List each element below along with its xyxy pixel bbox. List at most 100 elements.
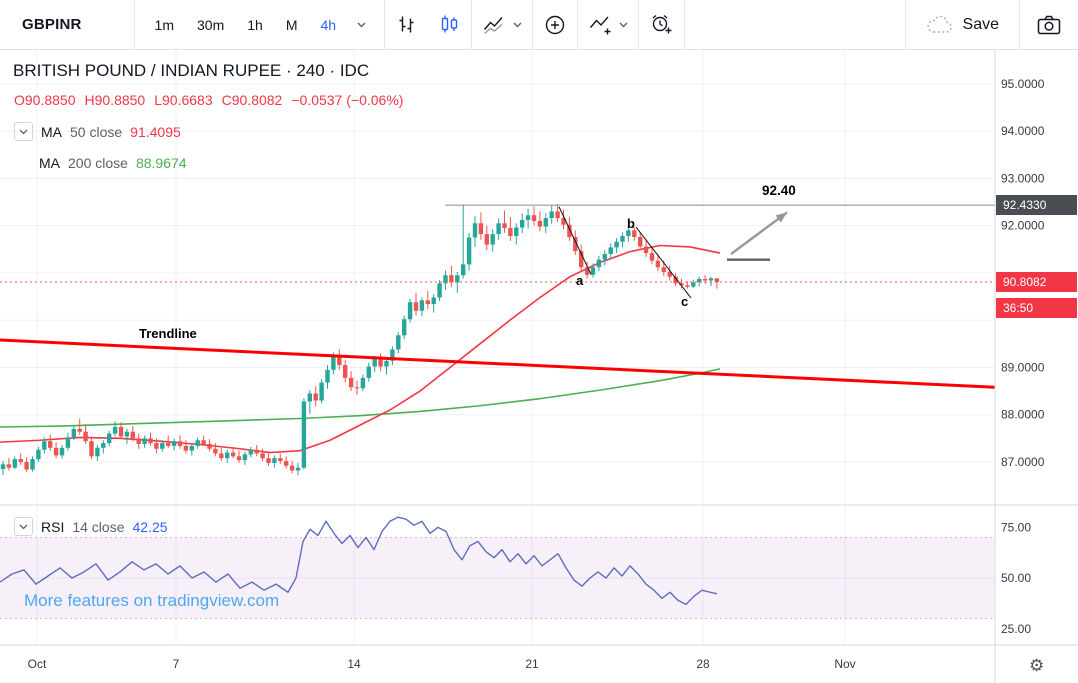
countdown-badge: 36:50 bbox=[996, 298, 1077, 318]
wave-c-label[interactable]: c bbox=[681, 294, 689, 309]
price-axis-label: 93.0000 bbox=[1001, 171, 1045, 185]
save-label: Save bbox=[962, 15, 999, 33]
interval-dropdown-chevron[interactable] bbox=[351, 18, 372, 32]
toolbar-separator bbox=[684, 0, 686, 49]
candles-icon bbox=[441, 15, 458, 33]
ma50-legend-row: MA 50 close 91.4095 bbox=[14, 122, 181, 141]
cloud-icon bbox=[927, 15, 952, 33]
interval-30m[interactable]: 30m bbox=[197, 16, 225, 33]
tradingview-link[interactable]: More features on tradingview.com bbox=[24, 591, 280, 610]
price-chart-svg[interactable]: 95.0000 94.0000 93.0000 92.0000 89.0000 88.00… bbox=[0, 50, 1078, 683]
ma50-value: 91.4095 bbox=[130, 123, 181, 140]
toolbar-separator bbox=[904, 0, 906, 49]
arrow-drawing[interactable] bbox=[730, 211, 788, 255]
chevron-down-icon bbox=[619, 22, 628, 27]
chart-area[interactable]: 95.0000 94.0000 93.0000 92.0000 89.0000 88.00… bbox=[0, 50, 1078, 683]
ma50-line[interactable] bbox=[0, 244, 721, 454]
close-value: C90.8082 bbox=[221, 92, 283, 108]
rsi-legend-row: RSI 14 close 42.25 bbox=[14, 517, 168, 536]
ma200-legend-row: MA 200 close 88.9674 bbox=[39, 155, 187, 171]
wave-line-1[interactable] bbox=[558, 206, 592, 275]
interval-4h[interactable]: 4h bbox=[320, 16, 337, 33]
arrow-head bbox=[775, 212, 787, 223]
wave-line-2[interactable] bbox=[635, 226, 692, 299]
ma200-params: 200 close bbox=[68, 155, 128, 171]
low-value: L90.6683 bbox=[154, 92, 213, 108]
last-price-badge: 90.8082 bbox=[996, 272, 1077, 292]
compare-button[interactable] bbox=[533, 0, 577, 50]
time-axis-label: 7 bbox=[173, 657, 180, 671]
indicator-collapse-button[interactable] bbox=[14, 122, 33, 141]
ma200-value: 88.9674 bbox=[135, 155, 187, 171]
line-price-badge: 92.4330 bbox=[996, 195, 1077, 215]
area-chart-icon bbox=[484, 17, 503, 35]
trendline-drawing[interactable] bbox=[0, 338, 996, 389]
price-axis-label: 94.0000 bbox=[1001, 124, 1045, 138]
interval-1h[interactable]: 1h bbox=[247, 16, 263, 33]
chevron-down-icon bbox=[357, 22, 366, 27]
top-toolbar: GBPINR 1m 30m 1h M 4h bbox=[0, 0, 1078, 50]
time-axis-label: Nov bbox=[834, 657, 855, 671]
time-axis-label: Oct bbox=[28, 657, 47, 671]
chevron-down-icon bbox=[19, 129, 28, 134]
target-price-label[interactable]: 92.40 bbox=[762, 183, 796, 198]
change-value: −0.0537 (−0.06%) bbox=[291, 92, 404, 108]
toolbar-separator bbox=[577, 0, 579, 49]
rsi-band bbox=[0, 537, 995, 619]
toolbar-separator bbox=[1019, 0, 1020, 49]
open-value: O90.8850 bbox=[14, 92, 76, 108]
candles-layer bbox=[0, 203, 720, 476]
bars-icon bbox=[399, 16, 414, 33]
circle-plus-icon bbox=[545, 15, 565, 34]
price-axis-label: 92.0000 bbox=[1001, 219, 1045, 233]
rsi-params: 14 close bbox=[72, 518, 125, 535]
ohlc-row: O90.8850 H90.8850 L90.6683 C90.8082 −0.0… bbox=[14, 92, 403, 108]
price-axis-label: 87.0000 bbox=[1001, 455, 1045, 469]
toolbar-separator bbox=[638, 0, 640, 49]
save-button[interactable]: Save bbox=[906, 14, 1019, 35]
rsi-axis-label: 75.00 bbox=[1001, 520, 1031, 534]
price-axis-label: 88.0000 bbox=[1001, 408, 1045, 422]
trendline-label[interactable]: Trendline bbox=[139, 326, 197, 341]
rsi-value: 42.25 bbox=[132, 518, 168, 535]
alert-button[interactable] bbox=[639, 0, 684, 50]
line-tools-button[interactable] bbox=[578, 0, 638, 50]
rsi-name: RSI bbox=[41, 518, 65, 535]
toolbar-separator bbox=[133, 0, 135, 49]
chart-style-button[interactable] bbox=[472, 0, 532, 50]
zigzag-plus-icon bbox=[590, 16, 611, 34]
chevron-down-icon bbox=[513, 22, 522, 27]
toolbar-separator bbox=[532, 0, 534, 49]
price-axis-label: 95.0000 bbox=[1001, 77, 1045, 91]
bar-style-button[interactable] bbox=[385, 0, 428, 50]
candle-style-button[interactable] bbox=[428, 0, 471, 50]
ma200-name: MA bbox=[39, 155, 60, 171]
alarm-clock-plus-icon bbox=[652, 14, 672, 33]
snapshot-button[interactable] bbox=[1020, 0, 1078, 50]
gear-icon[interactable]: ⚙ bbox=[1029, 656, 1045, 675]
rsi-collapse-button[interactable] bbox=[14, 517, 33, 536]
ma50-params: 50 close bbox=[70, 123, 123, 140]
ma200-line[interactable] bbox=[0, 368, 721, 428]
time-axis-label: 28 bbox=[696, 657, 710, 671]
wave-b-label[interactable]: b bbox=[627, 216, 635, 231]
chevron-down-icon bbox=[19, 524, 28, 529]
camera-icon bbox=[1037, 15, 1061, 34]
interval-M[interactable]: M bbox=[285, 16, 298, 33]
ma50-name: MA bbox=[41, 123, 62, 140]
price-axis-label: 89.0000 bbox=[1001, 360, 1045, 374]
chart-title: BRITISH POUND / INDIAN RUPEE · 240 · IDC bbox=[13, 61, 370, 80]
time-axis-label: 21 bbox=[525, 657, 539, 671]
symbol-name[interactable]: GBPINR bbox=[22, 16, 82, 33]
interval-1m[interactable]: 1m bbox=[154, 16, 174, 33]
high-value: H90.8850 bbox=[84, 92, 146, 108]
time-axis-label: 14 bbox=[347, 657, 361, 671]
toolbar-separator bbox=[384, 0, 386, 49]
interval-buttons: 1m 30m 1h M 4h bbox=[135, 11, 385, 39]
rsi-axis-label: 25.00 bbox=[1001, 622, 1031, 636]
rsi-line[interactable] bbox=[0, 516, 718, 606]
wave-a-label[interactable]: a bbox=[576, 273, 584, 288]
toolbar-separator bbox=[471, 0, 473, 49]
rsi-axis-label: 50.00 bbox=[1001, 571, 1031, 585]
